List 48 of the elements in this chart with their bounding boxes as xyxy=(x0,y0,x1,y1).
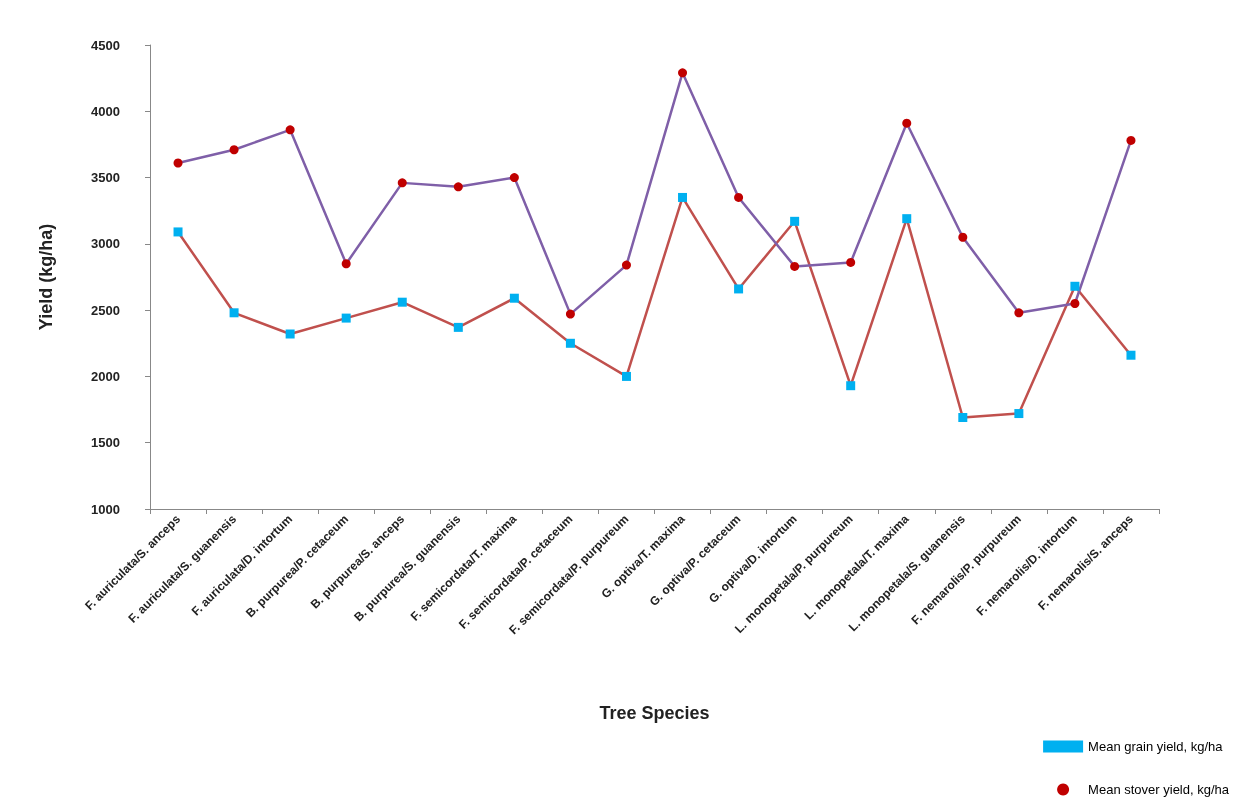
y-tick-label: 3000 xyxy=(91,236,120,252)
point xyxy=(509,293,519,303)
legend-label: Mean stover yield, kg/ha xyxy=(1088,782,1230,797)
point xyxy=(173,227,183,237)
point xyxy=(958,413,968,423)
point xyxy=(173,158,183,168)
point xyxy=(565,309,575,319)
y-tick-label: 2000 xyxy=(91,368,120,384)
y-tick-label: 2500 xyxy=(91,302,120,318)
legend-label: Mean grain yield, kg/ha xyxy=(1088,739,1224,754)
y-tick-label: 1000 xyxy=(91,501,120,517)
point xyxy=(229,308,239,318)
point xyxy=(453,322,463,332)
point xyxy=(846,257,856,267)
point xyxy=(397,297,407,307)
point xyxy=(341,313,351,323)
point xyxy=(1070,281,1080,291)
point xyxy=(453,182,463,192)
point xyxy=(285,125,295,135)
y-tick-label: 3500 xyxy=(91,170,120,186)
point xyxy=(902,118,912,128)
y-tick-label: 1500 xyxy=(91,435,120,451)
point xyxy=(790,261,800,271)
point xyxy=(229,145,239,155)
point xyxy=(621,371,631,381)
y-tick-label: 4500 xyxy=(91,37,120,53)
point xyxy=(678,68,688,78)
point xyxy=(1014,409,1024,419)
point xyxy=(846,381,856,391)
point xyxy=(902,214,912,224)
point xyxy=(1126,350,1136,360)
point xyxy=(621,260,631,270)
point xyxy=(509,173,519,183)
point xyxy=(285,329,295,339)
point xyxy=(1070,299,1080,309)
point xyxy=(1014,308,1024,318)
point xyxy=(565,338,575,348)
point xyxy=(958,232,968,242)
x-axis-title: Tree Species xyxy=(599,703,710,723)
point xyxy=(678,192,688,202)
point xyxy=(341,259,351,269)
point xyxy=(790,216,800,226)
y-axis-title: Yield (kg/ha) xyxy=(36,223,56,331)
point xyxy=(1126,135,1136,145)
point xyxy=(397,178,407,188)
point xyxy=(734,284,744,294)
point xyxy=(734,192,744,202)
y-tick-label: 4000 xyxy=(91,103,120,119)
